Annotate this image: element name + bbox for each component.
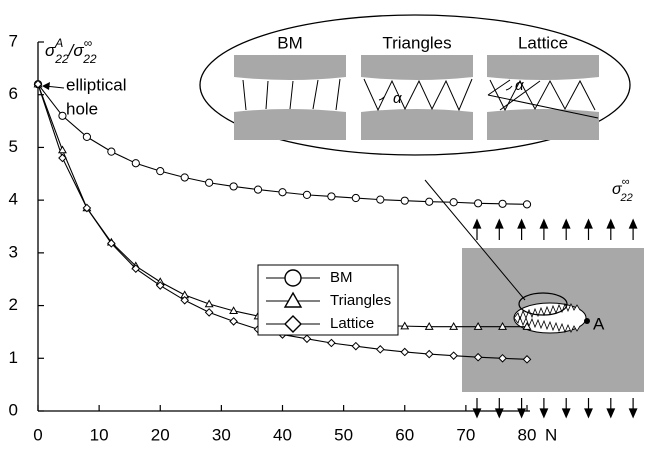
marker bbox=[352, 343, 359, 350]
load-arrow bbox=[540, 220, 547, 228]
marker bbox=[499, 200, 506, 207]
marker bbox=[328, 339, 335, 346]
y-tick-label: 1 bbox=[9, 348, 18, 367]
marker bbox=[285, 270, 301, 286]
load-arrow bbox=[518, 409, 525, 417]
angle-label: α bbox=[515, 77, 524, 94]
load-arrow bbox=[563, 220, 570, 228]
annotation: elliptical bbox=[66, 75, 126, 94]
point-label: A bbox=[593, 314, 605, 333]
y-tick-label: 5 bbox=[9, 137, 18, 156]
x-tick-label: 0 bbox=[33, 425, 42, 444]
marker bbox=[157, 168, 164, 175]
y-tick-label: 0 bbox=[9, 400, 18, 419]
load-arrow bbox=[585, 409, 592, 417]
y-tick-label: 4 bbox=[9, 190, 18, 209]
x-tick-label: 50 bbox=[334, 425, 353, 444]
x-tick-label: 20 bbox=[151, 425, 170, 444]
marker bbox=[83, 133, 90, 140]
marker bbox=[181, 174, 188, 181]
load-label: σ∞22 bbox=[612, 176, 633, 204]
marker bbox=[401, 348, 408, 355]
x-tick-label: 60 bbox=[395, 425, 414, 444]
load-arrow bbox=[607, 220, 614, 228]
annotation: hole bbox=[66, 99, 98, 118]
marker bbox=[426, 350, 433, 357]
x-tick-label: 70 bbox=[456, 425, 475, 444]
load-arrow bbox=[563, 409, 570, 417]
load-arrow bbox=[585, 220, 592, 228]
inset-title: Triangles bbox=[382, 33, 451, 52]
legend-label: Triangles bbox=[330, 292, 391, 309]
angle-label: α bbox=[393, 90, 402, 107]
load-arrow bbox=[474, 409, 481, 417]
x-tick-label: 40 bbox=[273, 425, 292, 444]
marker bbox=[254, 186, 261, 193]
marker bbox=[352, 194, 359, 201]
load-arrow bbox=[607, 409, 614, 417]
marker bbox=[303, 191, 310, 198]
load-arrow bbox=[496, 220, 503, 228]
y-tick-label: 2 bbox=[9, 295, 18, 314]
marker bbox=[206, 309, 213, 316]
inset-title: Lattice bbox=[518, 33, 568, 52]
marker bbox=[475, 200, 482, 207]
x-axis-label: N bbox=[545, 425, 557, 444]
marker bbox=[303, 335, 310, 342]
marker bbox=[377, 346, 384, 353]
marker bbox=[230, 318, 237, 325]
marker bbox=[426, 198, 433, 205]
marker bbox=[328, 193, 335, 200]
x-tick-label: 10 bbox=[90, 425, 109, 444]
x-tick-label: 30 bbox=[212, 425, 231, 444]
y-tick-label: 7 bbox=[9, 31, 18, 50]
x-tick-label: 80 bbox=[518, 425, 537, 444]
legend-label: BM bbox=[330, 269, 353, 286]
plate-diagram: A σ∞22 bbox=[425, 176, 644, 417]
inset-title: BM bbox=[277, 33, 303, 52]
marker bbox=[377, 196, 384, 203]
y-tick-label: 6 bbox=[9, 84, 18, 103]
marker bbox=[59, 112, 66, 119]
marker bbox=[108, 148, 115, 155]
y-tick-label: 3 bbox=[9, 242, 18, 261]
load-arrow bbox=[540, 409, 547, 417]
marker bbox=[132, 160, 139, 167]
load-arrow bbox=[518, 220, 525, 228]
marker bbox=[206, 179, 213, 186]
load-arrow bbox=[474, 220, 481, 228]
marker bbox=[279, 189, 286, 196]
marker bbox=[230, 183, 237, 190]
legend-label: Lattice bbox=[330, 315, 374, 332]
marker bbox=[523, 201, 530, 208]
load-arrow bbox=[496, 409, 503, 417]
inset: BM Triangles Lattice α α bbox=[200, 15, 630, 155]
marker bbox=[450, 199, 457, 206]
marker bbox=[401, 197, 408, 204]
marker bbox=[450, 352, 457, 359]
load-arrow bbox=[630, 409, 637, 417]
chart: BM Triangles Lattice α α A σ∞22 elliptic… bbox=[0, 0, 659, 454]
load-arrow bbox=[630, 220, 637, 228]
